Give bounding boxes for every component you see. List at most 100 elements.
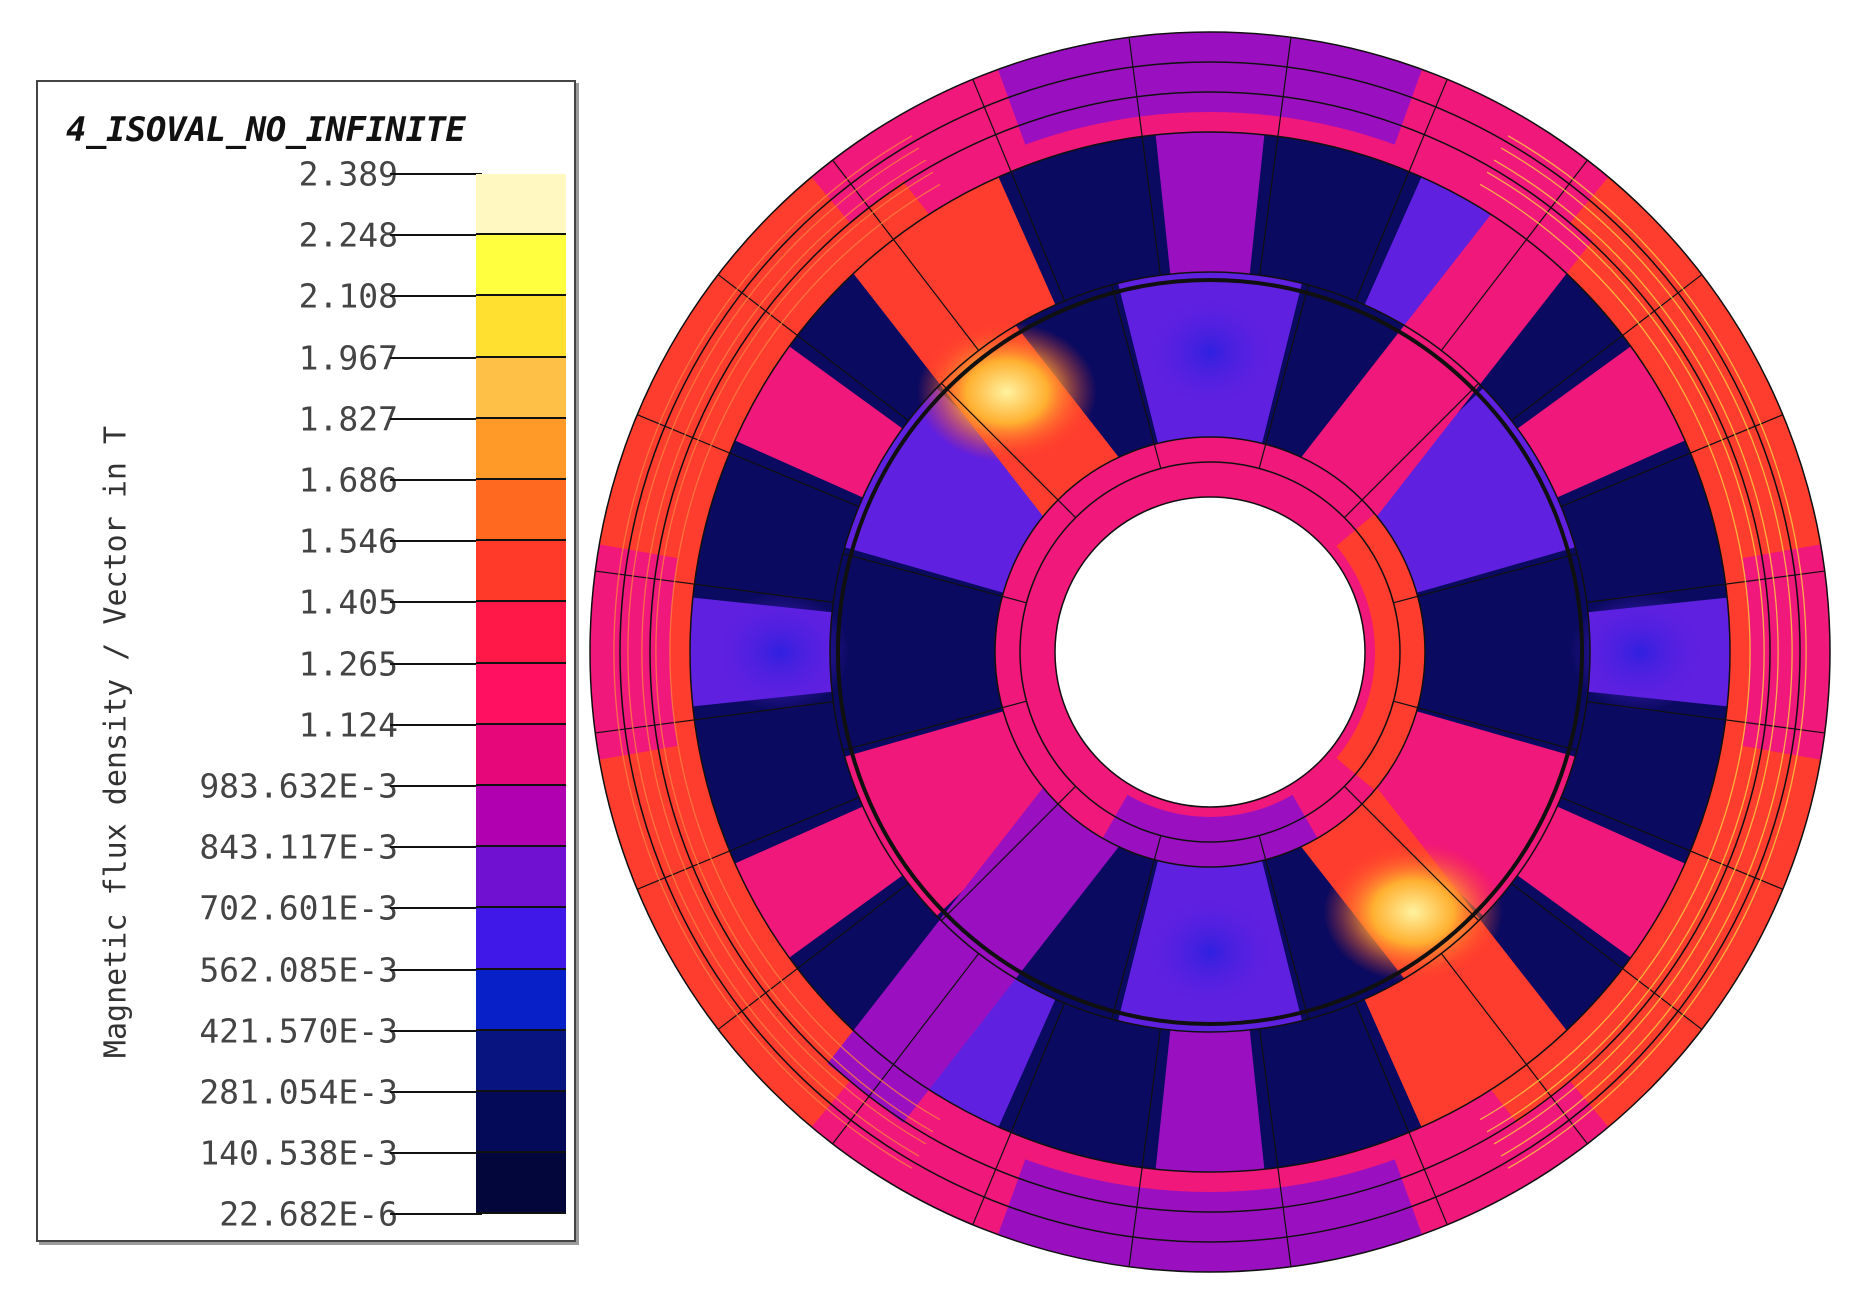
legend-swatch [476, 724, 566, 786]
legend-tick-label: 1.827 [298, 399, 398, 439]
low-flux-spot [710, 592, 850, 712]
legend-tick-line [390, 173, 482, 175]
mesh-radial-line [1393, 700, 1578, 751]
flux-line [641, 159, 927, 1145]
mesh-circle [589, 31, 1831, 1273]
mesh-radial-line [1258, 835, 1309, 1020]
mesh-circle [619, 61, 1801, 1243]
legend-tick-line [390, 723, 482, 726]
mesh-radial-line [1111, 284, 1162, 469]
legend-tick-line [390, 785, 482, 787]
mesh-radial-line [1586, 701, 1825, 734]
shaft-hole [1055, 497, 1365, 807]
mesh-radial-line [1354, 1002, 1448, 1226]
rotor-yoke-left [995, 513, 1084, 791]
flux-bar-upper-right [1289, 181, 1593, 532]
flux-line [1479, 183, 1751, 1121]
mesh-radial-line [717, 274, 909, 422]
flux-line [1500, 147, 1793, 1157]
mesh-radial-line [1128, 1028, 1161, 1267]
mesh-radial-line [717, 882, 909, 1030]
legend-swatch [476, 174, 566, 236]
mesh-radial-line [842, 553, 1027, 604]
mesh-radial-line [1440, 953, 1588, 1145]
stator-yoke-right-high [1544, 177, 1830, 1127]
flux-line [627, 147, 920, 1157]
mesh-radial-line [1343, 785, 1480, 922]
mesh-radial-line [972, 1002, 1066, 1226]
legend-tick-label: 1.265 [298, 644, 398, 684]
legend-tick-line [390, 1029, 482, 1032]
legend-tick-label: 562.085E-3 [199, 950, 398, 990]
legend-tick-label: 1.405 [298, 582, 398, 622]
legend-title: 4_ISOVAL_NO_INFINITE [66, 110, 466, 150]
rotor-yoke-right-high [1336, 513, 1425, 791]
legend-tick-label: 702.601E-3 [199, 888, 398, 928]
legend-tick-line [390, 295, 482, 298]
mesh-radial-line [1440, 159, 1588, 351]
legend-tick-line [390, 417, 482, 420]
low-flux-spot [1570, 592, 1710, 712]
legend-tick-label: 281.054E-3 [199, 1072, 398, 1112]
mesh-radial-line [1560, 796, 1784, 890]
legend-tick-label: 140.538E-3 [199, 1133, 398, 1173]
mesh-radial-line [1111, 835, 1162, 1020]
flux-line [655, 171, 934, 1133]
legend-swatch [476, 847, 566, 909]
legend-tick-line [390, 479, 482, 481]
legend-swatch [476, 786, 566, 848]
stator-tooth [734, 346, 903, 498]
stator-tooth [1364, 959, 1516, 1128]
low-flux-spot [1140, 892, 1280, 1012]
legend-swatch [476, 418, 566, 480]
mesh-radial-line [595, 701, 834, 734]
legend-swatch [476, 1153, 566, 1215]
mesh-radial-line [636, 414, 860, 508]
mesh-radial-line [842, 700, 1027, 751]
legend-swatch [476, 663, 566, 725]
legend-tick-label: 2.248 [298, 215, 398, 255]
legend-tick-label: 1.546 [298, 521, 398, 561]
stator-tooth [1155, 132, 1265, 275]
legend-swatch [476, 235, 566, 297]
legend-tick-line [390, 968, 482, 971]
legend-tick-label: 2.108 [298, 276, 398, 316]
stator-tooth [1517, 346, 1686, 498]
flux-bar-lower-left [827, 772, 1131, 1123]
legend-swatch [476, 602, 566, 664]
legend-swatch [476, 296, 566, 358]
color-legend: 4_ISOVAL_NO_INFINITE Magnetic flux densi… [36, 80, 576, 1242]
legend-tick-label: 1.967 [298, 338, 398, 378]
flux-line [1486, 171, 1765, 1133]
flux-line [1507, 135, 1807, 1169]
mesh-radial-line [940, 382, 1077, 519]
legend-tick-line [390, 1091, 482, 1093]
stator-tooth [734, 806, 903, 958]
mesh-circle [649, 91, 1771, 1213]
stator-tooth [904, 176, 1056, 345]
mesh-radial-line [1393, 553, 1578, 604]
mesh-circle [1019, 461, 1401, 843]
mesh-circle [1054, 496, 1366, 808]
legend-swatch [476, 357, 566, 419]
flux-line [1493, 159, 1779, 1145]
legend-tick-line [390, 540, 482, 543]
mesh-radial-line [1258, 284, 1309, 469]
legend-tick-label: 421.570E-3 [199, 1011, 398, 1051]
stator-yoke-left-high [590, 177, 876, 1127]
legend-tick-line [390, 234, 482, 237]
mesh-circle [689, 131, 1731, 1173]
legend-tick-line [390, 662, 482, 665]
mesh-radial-line [832, 953, 980, 1145]
mesh-circle [829, 271, 1591, 1033]
legend-tick-line [390, 601, 482, 604]
mesh-radial-line [832, 159, 980, 351]
mesh-radial-line [1511, 274, 1703, 422]
stator-yoke-top-purple [997, 31, 1423, 145]
stator-yoke-left-mid [590, 544, 679, 760]
mesh-radial-line [940, 785, 1077, 922]
flux-line [669, 183, 941, 1121]
rotor-yoke-bottom [1102, 794, 1318, 867]
mesh-radial-line [1511, 882, 1703, 1030]
mesh-radial-line [1586, 570, 1825, 603]
